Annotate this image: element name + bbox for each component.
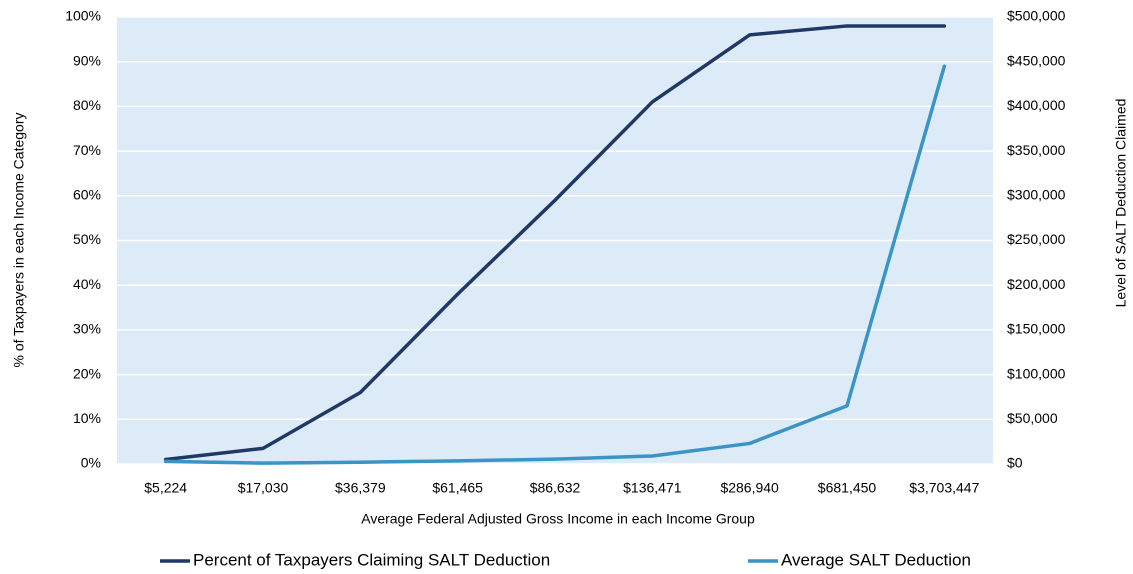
y-tick-label: 50% <box>73 231 101 247</box>
series-line <box>163 24 947 462</box>
x-tick-label: $3,703,447 <box>909 480 979 496</box>
y-tick-label: 100% <box>65 8 101 24</box>
x-tick-label: $5,224 <box>144 480 187 496</box>
legend-label: Average SALT Deduction <box>781 550 971 569</box>
y-tick-label: 30% <box>73 321 101 337</box>
y2-tick-label: $400,000 <box>1007 97 1066 113</box>
y-tick-label: 60% <box>73 187 101 203</box>
y-axis-title: % of Taxpayers in each Income Category <box>11 113 27 368</box>
x-tick-label: $86,632 <box>530 480 581 496</box>
y2-tick-label: $0 <box>1007 455 1023 471</box>
x-tick-label: $36,379 <box>335 480 386 496</box>
x-axis-title: Average Federal Adjusted Gross Income in… <box>361 511 755 527</box>
y2-tick-label: $100,000 <box>1007 365 1066 381</box>
y2-tick-label: $200,000 <box>1007 276 1066 292</box>
y2-axis-title: Level of SALT Deduction Claimed <box>1113 99 1129 308</box>
y2-tick-label: $250,000 <box>1007 231 1066 247</box>
y-tick-label: 40% <box>73 276 101 292</box>
x-tick-label: $136,471 <box>623 480 682 496</box>
y-tick-label: 0% <box>81 455 101 471</box>
y-tick-label: 90% <box>73 52 101 68</box>
y2-tick-label: $150,000 <box>1007 321 1066 337</box>
y2-tick-label: $50,000 <box>1007 410 1058 426</box>
y2-tick-label: $350,000 <box>1007 142 1066 158</box>
legend-label: Percent of Taxpayers Claiming SALT Deduc… <box>193 550 550 569</box>
y2-tick-label: $450,000 <box>1007 52 1066 68</box>
x-tick-label: $681,450 <box>818 480 877 496</box>
y2-tick-label: $300,000 <box>1007 187 1066 203</box>
y-tick-label: 80% <box>73 97 101 113</box>
y2-tick-label: $500,000 <box>1007 8 1066 24</box>
y-tick-label: 10% <box>73 410 101 426</box>
x-tick-label: $286,940 <box>720 480 779 496</box>
x-tick-label: $17,030 <box>238 480 289 496</box>
series-line <box>163 64 947 465</box>
y-tick-label: 20% <box>73 365 101 381</box>
y-tick-label: 70% <box>73 142 101 158</box>
x-tick-label: $61,465 <box>432 480 483 496</box>
